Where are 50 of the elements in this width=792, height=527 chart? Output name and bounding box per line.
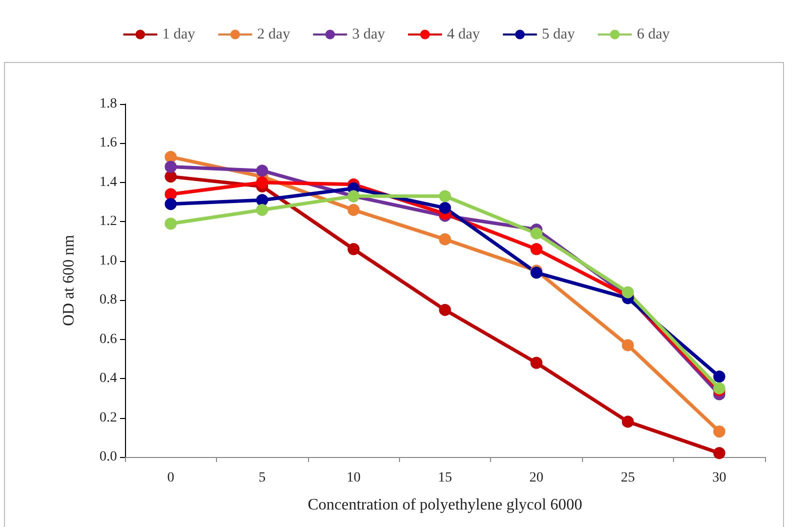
legend-label: 4 day bbox=[447, 26, 480, 42]
y-tick-label: 1.0 bbox=[100, 253, 117, 268]
point bbox=[622, 416, 634, 428]
point bbox=[256, 194, 268, 206]
x-axis-title: Concentration of polyethylene glycol 6000 bbox=[308, 496, 582, 514]
point bbox=[348, 204, 360, 216]
legend-label: 5 day bbox=[542, 26, 576, 42]
legend-label: 6 day bbox=[636, 26, 670, 42]
point bbox=[164, 198, 177, 210]
y-tick-label: 0.4 bbox=[100, 371, 117, 386]
x-tick-label: 30 bbox=[712, 470, 726, 486]
y-tick-label: 1.4 bbox=[100, 174, 117, 190]
point bbox=[164, 150, 177, 163]
y-tick-label: 0.2 bbox=[100, 410, 117, 426]
legend-label: 3 day bbox=[352, 26, 386, 42]
y-axis-title: OD at 600 nm bbox=[60, 234, 78, 326]
legend-label: 2 day bbox=[257, 26, 291, 42]
legend-label: 1 day bbox=[162, 26, 196, 42]
point bbox=[713, 426, 726, 438]
x-tick-label: 15 bbox=[438, 470, 452, 486]
point bbox=[530, 227, 542, 240]
y-tick-label: 1.2 bbox=[100, 214, 117, 230]
y-tick-label: 1.8 bbox=[100, 96, 117, 112]
point bbox=[622, 286, 634, 298]
point bbox=[713, 370, 726, 383]
y-tick-label: 0.0 bbox=[100, 450, 117, 464]
point bbox=[164, 160, 177, 173]
x-tick-label: 5 bbox=[258, 470, 266, 486]
point bbox=[256, 164, 268, 177]
point bbox=[439, 304, 451, 316]
point bbox=[164, 188, 177, 200]
point bbox=[530, 356, 542, 369]
x-tick-label: 20 bbox=[529, 470, 544, 486]
x-tick-label: 10 bbox=[346, 470, 361, 486]
point bbox=[164, 218, 177, 230]
point bbox=[164, 170, 177, 183]
point bbox=[439, 190, 451, 202]
point bbox=[439, 202, 451, 214]
point bbox=[713, 447, 726, 460]
y-tick-label: 0.8 bbox=[100, 292, 117, 308]
y-tick-label: 1.6 bbox=[100, 136, 117, 151]
point bbox=[256, 176, 268, 188]
x-tick-label: 0 bbox=[167, 470, 174, 486]
point bbox=[348, 243, 360, 256]
point bbox=[439, 233, 451, 246]
point bbox=[622, 339, 634, 352]
x-tick-label: 25 bbox=[620, 470, 635, 486]
y-tick-label: 0.6 bbox=[100, 332, 117, 347]
point bbox=[530, 243, 542, 256]
point bbox=[256, 204, 268, 216]
